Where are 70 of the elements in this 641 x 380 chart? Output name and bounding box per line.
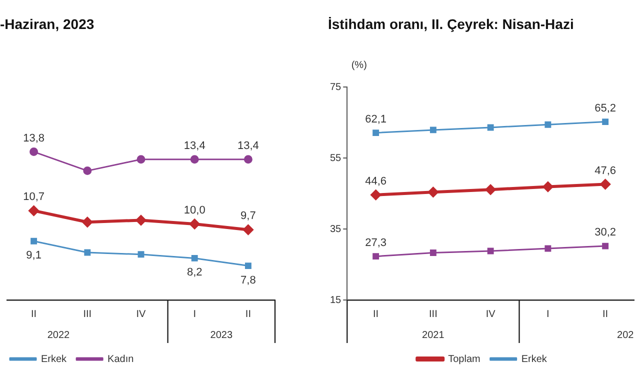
text: 2023	[210, 330, 233, 341]
point	[138, 251, 144, 258]
legend-label: Toplam	[448, 354, 480, 365]
data-label: 65,2	[594, 102, 616, 114]
point	[372, 253, 380, 260]
point	[487, 124, 494, 131]
x-tick-label: II	[602, 308, 608, 320]
legend-label: Erkek	[41, 354, 68, 365]
data-label: 13,4	[237, 140, 259, 152]
x-tick-label: IV	[136, 308, 146, 320]
chart-title: -Haziran, 2023	[0, 16, 94, 32]
chart-title: İstihdam oranı, II. Çeyrek: Nisan-Hazi	[328, 16, 574, 32]
data-label: 9,1	[26, 250, 42, 262]
point	[30, 148, 38, 156]
point	[191, 254, 198, 262]
point	[430, 126, 436, 134]
x-tick-label: I	[546, 308, 550, 320]
point	[428, 187, 438, 198]
data-label: 8,2	[186, 266, 202, 279]
legend-label: Kadın	[108, 354, 134, 365]
legend-label: Erkek	[521, 354, 548, 365]
x-tick-label: II	[31, 308, 37, 320]
point	[544, 245, 552, 252]
point	[136, 215, 146, 226]
y-tick-label: 75	[330, 82, 342, 93]
point	[600, 179, 610, 190]
point	[244, 262, 252, 270]
y-tick-label: 15	[330, 294, 342, 306]
data-label: 13,8	[23, 132, 45, 144]
text: 2022	[47, 330, 70, 341]
data-label: 9,7	[240, 210, 256, 222]
data-label: 27,3	[365, 236, 387, 249]
point	[84, 249, 91, 256]
data-label: 44,6	[365, 175, 387, 188]
x-tick-label: IV	[486, 308, 496, 320]
point	[190, 219, 200, 229]
point	[244, 155, 252, 164]
y-axis-title: (%)	[351, 60, 367, 71]
point	[542, 182, 553, 192]
point	[372, 130, 380, 136]
data-label: 30,2	[594, 226, 616, 239]
y-tick-label: 35	[330, 224, 342, 235]
point	[136, 155, 146, 164]
point	[487, 248, 494, 254]
point	[544, 121, 552, 128]
point	[28, 206, 39, 216]
data-label: 62,1	[365, 113, 387, 126]
x-tick-label: I	[193, 308, 196, 320]
point	[430, 250, 436, 256]
point	[83, 166, 92, 176]
x-tick-label: III	[83, 308, 92, 320]
point	[82, 217, 92, 228]
data-label: 7,8	[240, 274, 256, 286]
x-tick-label: II	[245, 308, 251, 320]
y-tick-label: 55	[330, 152, 342, 164]
x-tick-label: III	[429, 308, 438, 320]
point	[602, 118, 609, 126]
x-tick-label: II	[373, 308, 379, 320]
point	[370, 190, 381, 200]
data-label: 47,6	[594, 164, 616, 177]
text: 2021	[422, 330, 445, 341]
data-label: 10,0	[184, 204, 206, 217]
point	[243, 224, 254, 235]
point	[602, 242, 609, 250]
point	[190, 155, 199, 164]
data-label: 10,7	[23, 191, 45, 204]
point	[30, 238, 38, 244]
data-label: 13,4	[184, 140, 206, 152]
text: 202	[617, 330, 634, 341]
point	[486, 184, 496, 195]
